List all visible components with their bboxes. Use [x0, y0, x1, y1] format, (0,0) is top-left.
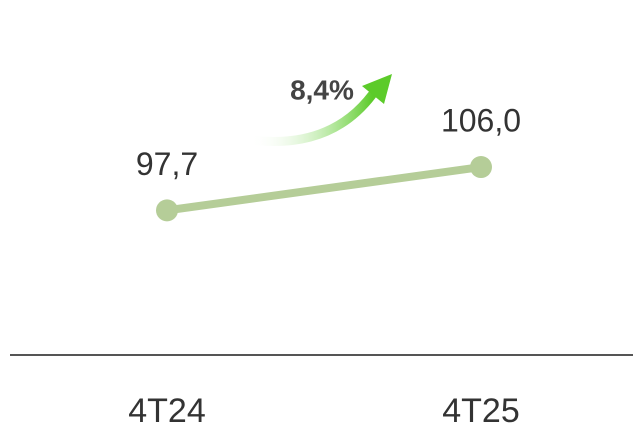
growth-arrowhead — [362, 74, 392, 104]
growth-arrow — [245, 90, 377, 147]
point — [470, 156, 492, 179]
value-label: 97,7 — [136, 146, 198, 182]
value-label: 106,0 — [441, 103, 521, 139]
x-tick-label: 4T24 — [128, 392, 206, 427]
growth-annotation: 8,4% — [290, 74, 354, 105]
x-tick-label: 4T25 — [442, 392, 520, 427]
point — [156, 199, 178, 222]
series-line — [166, 163, 482, 215]
